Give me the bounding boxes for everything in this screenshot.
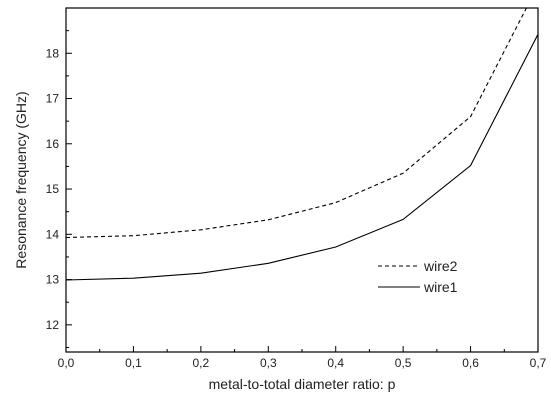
y-axis-label: Resonance frequency (GHz) <box>13 91 29 268</box>
y-tick-label: 13 <box>46 273 60 287</box>
x-tick-label: 0,2 <box>193 356 210 370</box>
y-tick-label: 15 <box>46 182 60 196</box>
x-axis-label: metal-to-total diameter ratio: p <box>209 376 396 392</box>
legend-label-wire1: wire1 <box>423 279 458 295</box>
y-tick-label: 18 <box>46 46 60 60</box>
y-tick-label: 16 <box>46 137 60 151</box>
x-tick-label: 0,4 <box>327 356 344 370</box>
legend: wire2 wire1 <box>370 254 474 298</box>
legend-label-wire2: wire2 <box>423 258 458 274</box>
y-tick-label: 17 <box>46 92 60 106</box>
plot-frame <box>65 7 539 353</box>
x-tick-label: 0,1 <box>125 356 142 370</box>
legend-box <box>370 254 474 298</box>
y-tick-label: 12 <box>46 318 60 332</box>
x-tick-label: 0,0 <box>58 356 75 370</box>
y-axis-ticks: 12 13 14 15 16 17 18 <box>46 30 72 348</box>
x-tick-label: 0,6 <box>462 356 479 370</box>
y-tick-label: 14 <box>46 227 60 241</box>
x-tick-label: 0,3 <box>260 356 277 370</box>
series-line-wire2 <box>66 8 528 239</box>
x-tick-label: 0,7 <box>530 356 547 370</box>
series-line-wire1 <box>66 34 538 281</box>
x-axis-ticks: 0,0 0,1 0,2 0,3 0,4 0,5 0,6 0,7 <box>58 346 547 370</box>
series-layer <box>66 8 538 281</box>
x-tick-label: 0,5 <box>395 356 412 370</box>
